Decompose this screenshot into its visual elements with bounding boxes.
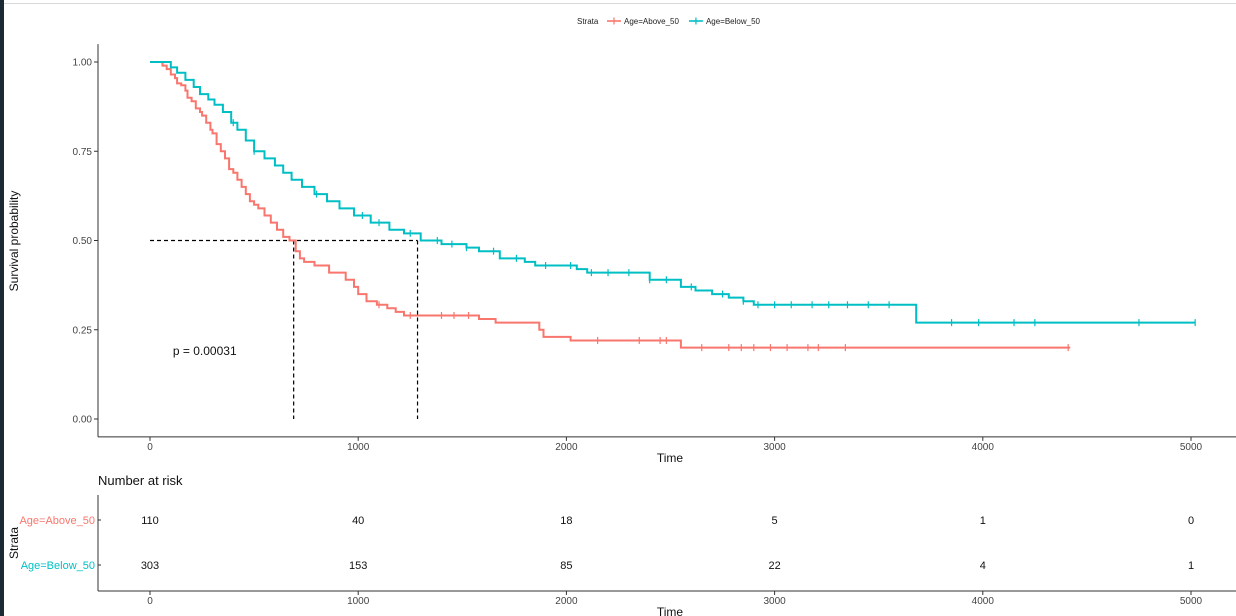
y-axis-title: Survival probability [7,191,21,292]
risk-count: 4 [980,560,986,572]
risk-x-tick-label: 2000 [555,596,578,607]
legend-label: Age=Below_50 [706,17,761,26]
legend: Strata Age=Above_50 Age=Below_50 [577,17,761,26]
risk-count: 110 [141,515,159,527]
risk-count: 1 [980,515,986,527]
x-tick-label: 2000 [555,442,578,453]
legend-title: Strata [577,17,599,26]
risk-count: 40 [352,515,364,527]
p-value-annotation: p = 0.00031 [173,344,237,358]
risk-table-y-title: Strata [7,527,21,559]
censor-marks [232,119,1196,352]
survival-curve-Age=Above_50 [150,61,1071,349]
y-tick-label: 0.75 [73,147,93,158]
risk-x-tick-label: 1000 [347,596,370,607]
risk-x-tick-label: 4000 [972,596,995,607]
x-tick-label: 3000 [763,442,786,453]
risk-x-tick-label: 0 [147,596,153,607]
risk-row-label: Age=Above_50 [19,515,95,527]
y-tick-label: 0.25 [73,325,93,336]
risk-table: Number at risk Strata Age=Above_50 110 40 1… [7,473,1236,616]
y-tick-label: 0.50 [73,236,93,247]
risk-count: 0 [1188,515,1194,527]
risk-count: 18 [560,515,572,527]
x-tick-label: 0 [147,442,153,453]
legend-label: Age=Above_50 [624,17,679,26]
risk-count: 303 [141,560,159,572]
risk-table-x-title: Time [657,605,684,616]
median-lines [150,239,419,419]
survival-plot-area: 0.00 0.25 0.50 0.75 1.00 0 1000 2000 3000 4000 50… [7,44,1236,465]
risk-row-0: Age=Above_50 110 40 18 5 1 0 [19,515,1194,527]
y-axis: 0.00 0.25 0.50 0.75 1.00 [73,44,99,437]
risk-count: 153 [349,560,367,572]
risk-row-label: Age=Below_50 [21,560,95,572]
window-left-edge [0,0,4,616]
risk-count: 5 [772,515,778,527]
risk-table-x-axis: 0 1000 2000 3000 4000 5000 [97,495,1236,607]
risk-count: 22 [768,560,780,572]
x-tick-label: 4000 [972,442,995,453]
risk-count: 1 [1188,560,1194,572]
survival-curve-Age=Below_50 [150,61,1196,324]
legend-item-1: Age=Below_50 [688,17,761,26]
legend-items: Age=Above_50 Age=Below_50 [607,17,761,26]
risk-x-tick-label: 5000 [1180,596,1203,607]
risk-row-1: Age=Below_50 303 153 85 22 4 1 [21,560,1194,572]
x-tick-label: 1000 [347,442,370,453]
y-tick-label: 0.00 [73,415,93,426]
x-axis-title: Time [657,451,684,465]
risk-count: 85 [560,560,572,572]
x-axis: 0 1000 2000 3000 4000 5000 [98,436,1236,453]
survival-curves [150,61,1196,349]
x-tick-label: 5000 [1180,442,1203,453]
risk-table-title: Number at risk [98,473,183,488]
y-tick-label: 1.00 [73,58,93,69]
legend-item-0: Age=Above_50 [607,17,679,26]
window-top-rule [4,3,1236,4]
risk-x-tick-label: 3000 [763,596,786,607]
